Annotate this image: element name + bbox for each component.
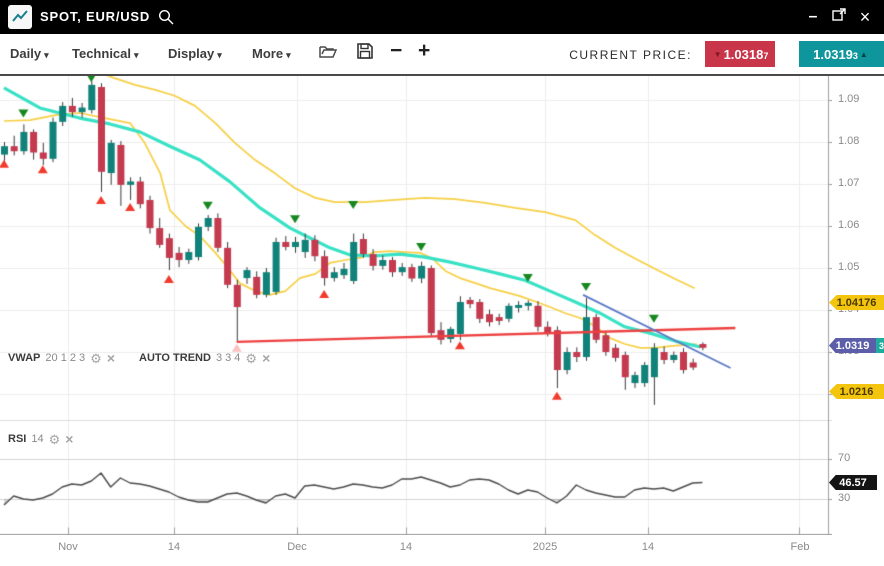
price-tick: 1.05 bbox=[838, 261, 860, 273]
chart-canvas[interactable] bbox=[0, 76, 832, 535]
minimize-button[interactable]: – bbox=[808, 8, 818, 25]
price-tick: 1.06 bbox=[838, 219, 860, 231]
rsi-indicator-label: RSI 14 ⚙ × bbox=[8, 432, 73, 446]
rsi-label: RSI bbox=[8, 433, 27, 445]
ask-price-badge: 1.0319 3 ▲ bbox=[799, 41, 884, 67]
upper-level-badge: 1.04176 bbox=[829, 295, 884, 310]
vwap-remove-icon[interactable]: × bbox=[106, 350, 116, 366]
chevron-down-icon: ▾ bbox=[286, 50, 291, 60]
time-tick: Dec bbox=[287, 541, 307, 553]
price-tick: 1.08 bbox=[838, 135, 860, 147]
time-tick: 14 bbox=[641, 541, 655, 553]
toolbar: Daily ▾ Technical ▾ Display ▾ More ▾ − + CUR… bbox=[0, 34, 884, 76]
open-folder-icon[interactable] bbox=[318, 42, 338, 65]
title-bar: SPOT, EUR/USD – × bbox=[0, 0, 884, 34]
rsi-remove-icon[interactable]: × bbox=[65, 431, 74, 447]
zoom-out-button[interactable]: − bbox=[390, 39, 403, 62]
bid-price-badge: ▼ 1.0318 7 bbox=[705, 41, 775, 67]
window-title: SPOT, EUR/USD bbox=[40, 9, 151, 24]
lower-level-badge: 1.0216 bbox=[829, 384, 884, 399]
close-button[interactable]: × bbox=[859, 6, 871, 27]
zoom-in-button[interactable]: + bbox=[418, 39, 431, 62]
arrow-down-icon: ▼ bbox=[713, 49, 722, 59]
vwap-settings-icon[interactable]: ⚙ bbox=[90, 350, 102, 366]
chevron-down-icon: ▾ bbox=[217, 50, 222, 60]
search-icon[interactable] bbox=[158, 9, 174, 30]
vwap-label: VWAP bbox=[8, 352, 41, 364]
rsi-settings-icon[interactable]: ⚙ bbox=[48, 431, 61, 447]
current-price-label: CURRENT PRICE: bbox=[569, 48, 692, 62]
price-tick: 1.09 bbox=[838, 93, 860, 105]
time-tick: Feb bbox=[790, 541, 810, 553]
time-tick: 14 bbox=[167, 541, 181, 553]
overlay-indicator-labels: VWAP 20 1 2 3 ⚙ × AUTO TREND 3 3 4 ⚙ × bbox=[8, 351, 270, 365]
autotrend-label: AUTO TREND bbox=[139, 352, 211, 364]
time-tick: 14 bbox=[399, 541, 413, 553]
chevron-down-icon: ▾ bbox=[134, 50, 139, 60]
vwap-params: 20 1 2 3 bbox=[45, 352, 86, 364]
rsi-params: 14 bbox=[31, 433, 44, 445]
autotrend-params: 3 3 4 bbox=[215, 352, 241, 364]
rsi-level-30: 30 bbox=[838, 492, 851, 504]
menu-more[interactable]: More ▾ bbox=[252, 46, 291, 61]
app-logo-icon bbox=[8, 5, 32, 29]
last-price-badge: 1.0319 bbox=[829, 338, 876, 353]
menu-technical[interactable]: Technical ▾ bbox=[72, 46, 139, 61]
save-icon[interactable] bbox=[356, 42, 374, 65]
rsi-value-badge: 46.57 bbox=[829, 475, 877, 490]
menu-display[interactable]: Display ▾ bbox=[168, 46, 222, 61]
rsi-level-70: 70 bbox=[838, 452, 851, 464]
price-tick: 1.07 bbox=[838, 177, 860, 189]
autotrend-settings-icon[interactable]: ⚙ bbox=[245, 350, 258, 366]
time-tick: 2025 bbox=[532, 541, 558, 553]
menu-timeframe[interactable]: Daily ▾ bbox=[10, 46, 49, 61]
arrow-up-icon: ▲ bbox=[859, 49, 868, 59]
chevron-down-icon: ▾ bbox=[44, 50, 49, 60]
autotrend-remove-icon[interactable]: × bbox=[262, 350, 271, 366]
time-tick: Nov bbox=[58, 541, 78, 553]
popout-button[interactable] bbox=[826, 7, 852, 27]
